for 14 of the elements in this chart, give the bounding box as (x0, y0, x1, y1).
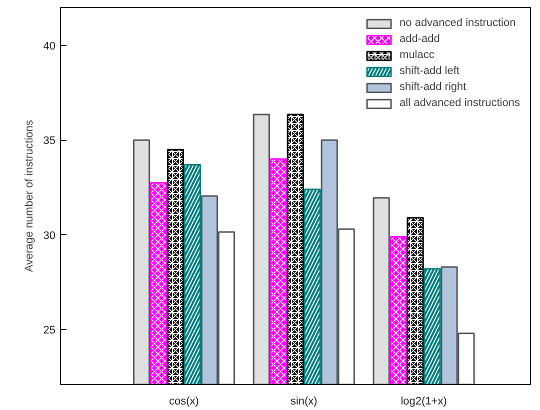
legend-label: all advanced instructions (400, 97, 520, 109)
y-tick-label: 30 (43, 230, 56, 242)
y-tick-label: 35 (43, 135, 56, 148)
legend-label: shift-add left (400, 65, 460, 77)
y-tick-label: 40 (43, 40, 56, 52)
legend-label: no advanced instruction (400, 17, 516, 29)
legend-label: shift-add right (400, 81, 466, 93)
x-tick-label: sin(x) (290, 396, 318, 408)
y-axis-title: Average number of instructions (23, 119, 36, 272)
x-tick-label: cos(x) (169, 396, 199, 408)
legend-label: mulacc (400, 49, 434, 61)
legend-label: add-add (400, 33, 440, 45)
y-tick-label: 25 (43, 324, 56, 337)
x-tick-label: log2(1+x) (400, 396, 447, 408)
